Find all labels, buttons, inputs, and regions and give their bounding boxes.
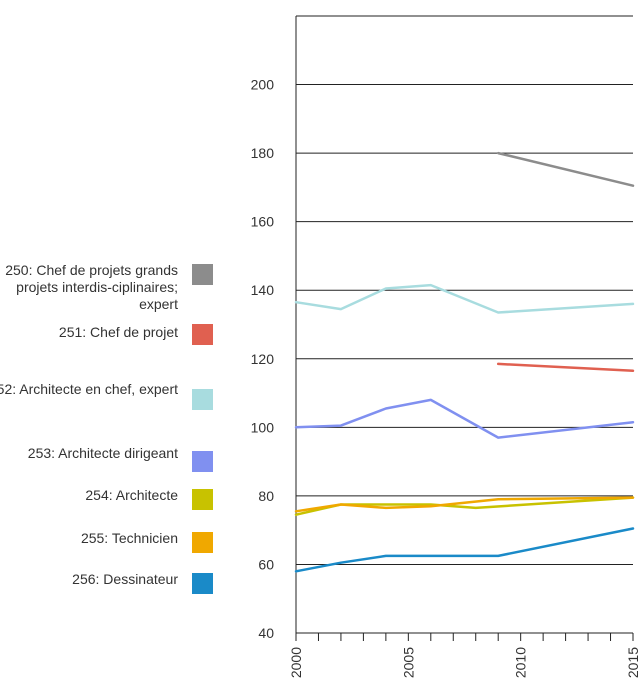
series-line-251 [496,362,635,373]
y-tick-label-60: 60 [258,556,274,572]
y-tick-label-160: 160 [251,214,275,230]
y-tick-label-180: 180 [251,145,275,161]
series-line-252 [294,283,635,314]
y-tick-label-200: 200 [251,77,275,93]
y-tick-label-100: 100 [251,419,275,435]
y-tick-label-120: 120 [251,351,275,367]
y-tick-label-40: 40 [258,625,274,641]
x-tick-label-2010: 2010 [513,647,529,678]
x-tick-label-2015: 2015 [625,647,641,678]
x-tick-label-2000: 2000 [288,647,304,678]
series-line-255 [294,496,635,513]
y-tick-label-80: 80 [258,488,274,504]
series-line-253 [294,398,635,439]
x-tick-label-2005: 2005 [400,647,416,678]
series-line-256 [294,527,635,573]
y-tick-label-140: 140 [251,282,275,298]
series-line-250 [496,151,635,187]
